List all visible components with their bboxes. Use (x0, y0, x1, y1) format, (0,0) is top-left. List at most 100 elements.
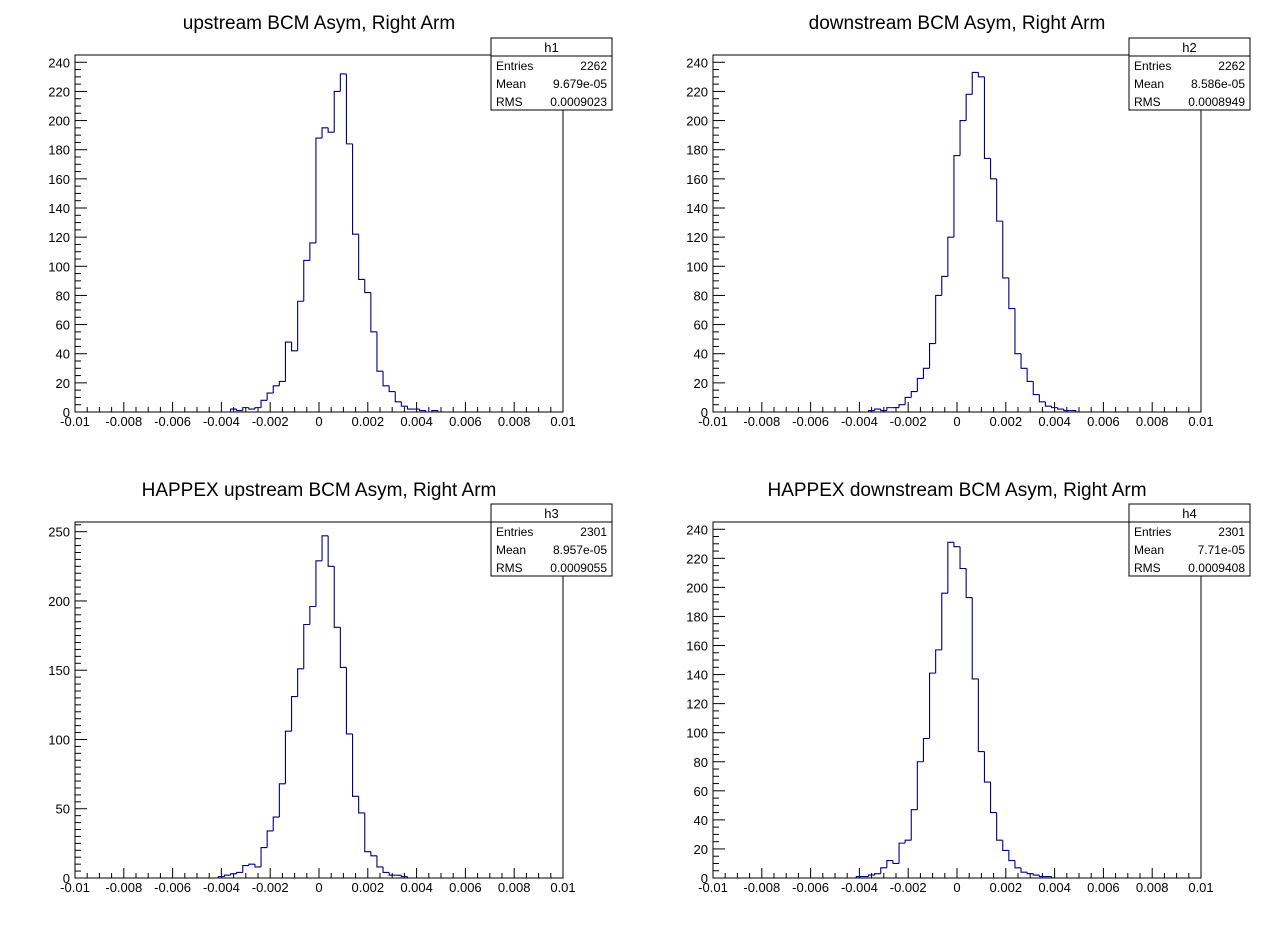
y-tick-label: 100 (48, 732, 70, 747)
histogram-bin (941, 275, 948, 296)
histogram-bin (959, 546, 967, 570)
x-tick-label: 0 (953, 414, 960, 429)
histogram-bin (425, 410, 432, 413)
x-tick-label: 0.004 (1038, 880, 1071, 895)
histogram-bin (278, 380, 286, 386)
x-tick-label: -0.01 (698, 880, 728, 895)
x-tick-label: 0.006 (449, 414, 482, 429)
histogram-bin (284, 730, 292, 784)
histogram-bin (971, 597, 979, 680)
x-tick-label: 0.01 (550, 414, 575, 429)
histogram-bin (236, 871, 243, 874)
histogram-bin (388, 872, 396, 876)
histogram-bin (1057, 407, 1064, 410)
histogram-bin (1002, 221, 1009, 279)
histogram-bin (1051, 406, 1058, 409)
x-tick-label: 0.01 (550, 880, 575, 895)
x-tick-label: 0.002 (990, 880, 1023, 895)
histogram-bin (358, 796, 365, 814)
stats-box: h2 Entries 2262 Mean 8.586e-05 RMS 0.0008949 (1128, 37, 1251, 111)
histogram-bin (345, 667, 353, 735)
y-tick-label: 180 (48, 143, 70, 158)
histogram-bin (996, 178, 1003, 222)
x-tick-label: -0.008 (105, 414, 142, 429)
x-tick-label: 0.006 (449, 880, 482, 895)
histogram-bin (394, 391, 402, 403)
x-tick-label: 0.004 (1038, 414, 1071, 429)
y-tick-label: 100 (686, 259, 708, 274)
chart-title: HAPPEX downstream BCM Asym, Right Arm (767, 480, 1146, 501)
y-tick-label: 50 (56, 802, 70, 817)
x-tick-label: -0.006 (792, 880, 829, 895)
stats-row-value: 0.0009408 (1188, 561, 1245, 575)
histogram-bin (309, 242, 316, 261)
histogram-bin (358, 234, 365, 280)
y-tick-label: 200 (686, 114, 708, 129)
stats-box-frame (1128, 503, 1251, 577)
histogram-bin (1038, 875, 1046, 878)
histogram-bin (321, 535, 329, 561)
histogram-bin (880, 867, 887, 874)
y-tick-label: 120 (686, 697, 708, 712)
y-tick-label: 160 (686, 639, 708, 654)
stats-row-value: 2262 (1218, 59, 1245, 73)
chart-title: downstream BCM Asym, Right Arm (809, 13, 1106, 34)
stats-row-label: RMS (496, 95, 523, 109)
y-tick-label: 40 (694, 813, 708, 828)
y-tick-label: 240 (48, 55, 70, 70)
histogram-bin (935, 294, 942, 344)
histogram-bin (1032, 873, 1040, 876)
histogram-bin (291, 342, 298, 352)
y-tick-label: 220 (686, 551, 708, 566)
histogram-bin (922, 367, 930, 379)
x-tick-label: 0 (315, 880, 322, 895)
y-tick-label: 200 (686, 580, 708, 595)
histogram-bin (321, 127, 329, 139)
y-tick-label: 240 (686, 55, 708, 70)
stats-row-value: 0.0008949 (1188, 95, 1245, 109)
y-tick-label: 140 (48, 201, 70, 216)
stats-row-value: 9.679e-05 (553, 77, 607, 91)
histogram-bin (370, 851, 377, 857)
stats-box-name: h4 (1182, 506, 1196, 521)
histogram-bin (1020, 867, 1028, 873)
x-tick-label: -0.006 (792, 414, 829, 429)
stats-row-label: Entries (496, 525, 533, 539)
x-tick-label: 0.002 (352, 414, 385, 429)
histogram-bin (1026, 368, 1034, 382)
stats-box-name: h1 (544, 40, 558, 55)
x-tick-label: 0.002 (352, 880, 385, 895)
y-tick-label: 100 (686, 726, 708, 741)
stats-row-value: 0.0009023 (550, 95, 607, 109)
histogram-bin (339, 73, 347, 92)
histogram-bin (868, 409, 875, 412)
y-tick-label: 60 (694, 784, 708, 799)
stats-row-value: 7.71e-05 (1198, 543, 1246, 557)
y-tick-label: 0 (63, 405, 70, 420)
stats-row-label: Entries (1134, 59, 1171, 73)
y-tick-label: 120 (686, 230, 708, 245)
histogram-bin (874, 873, 881, 876)
y-tick-label: 140 (686, 668, 708, 683)
histogram-bin (431, 409, 438, 412)
histogram-bin (260, 399, 268, 408)
stats-row-value: 8.957e-05 (553, 543, 607, 557)
y-tick-label: 20 (694, 376, 708, 391)
plot-frame (74, 54, 564, 413)
x-tick-label: -0.006 (154, 880, 191, 895)
x-tick-label: 0.006 (1087, 880, 1120, 895)
chart-title: HAPPEX upstream BCM Asym, Right Arm (142, 480, 497, 501)
y-tick-label: 220 (48, 84, 70, 99)
y-tick-label: 60 (694, 318, 708, 333)
histogram-bin (990, 158, 997, 180)
stats-row-label: Mean (1134, 543, 1164, 557)
stats-row-value: 0.0009055 (550, 561, 607, 575)
x-tick-label: -0.008 (743, 414, 780, 429)
plot-frame (712, 521, 1202, 879)
y-tick-label: 100 (48, 259, 70, 274)
histogram-bin (315, 560, 323, 607)
histogram-bin (315, 137, 323, 243)
histogram-bin (953, 154, 961, 238)
histogram-bin (333, 566, 341, 628)
